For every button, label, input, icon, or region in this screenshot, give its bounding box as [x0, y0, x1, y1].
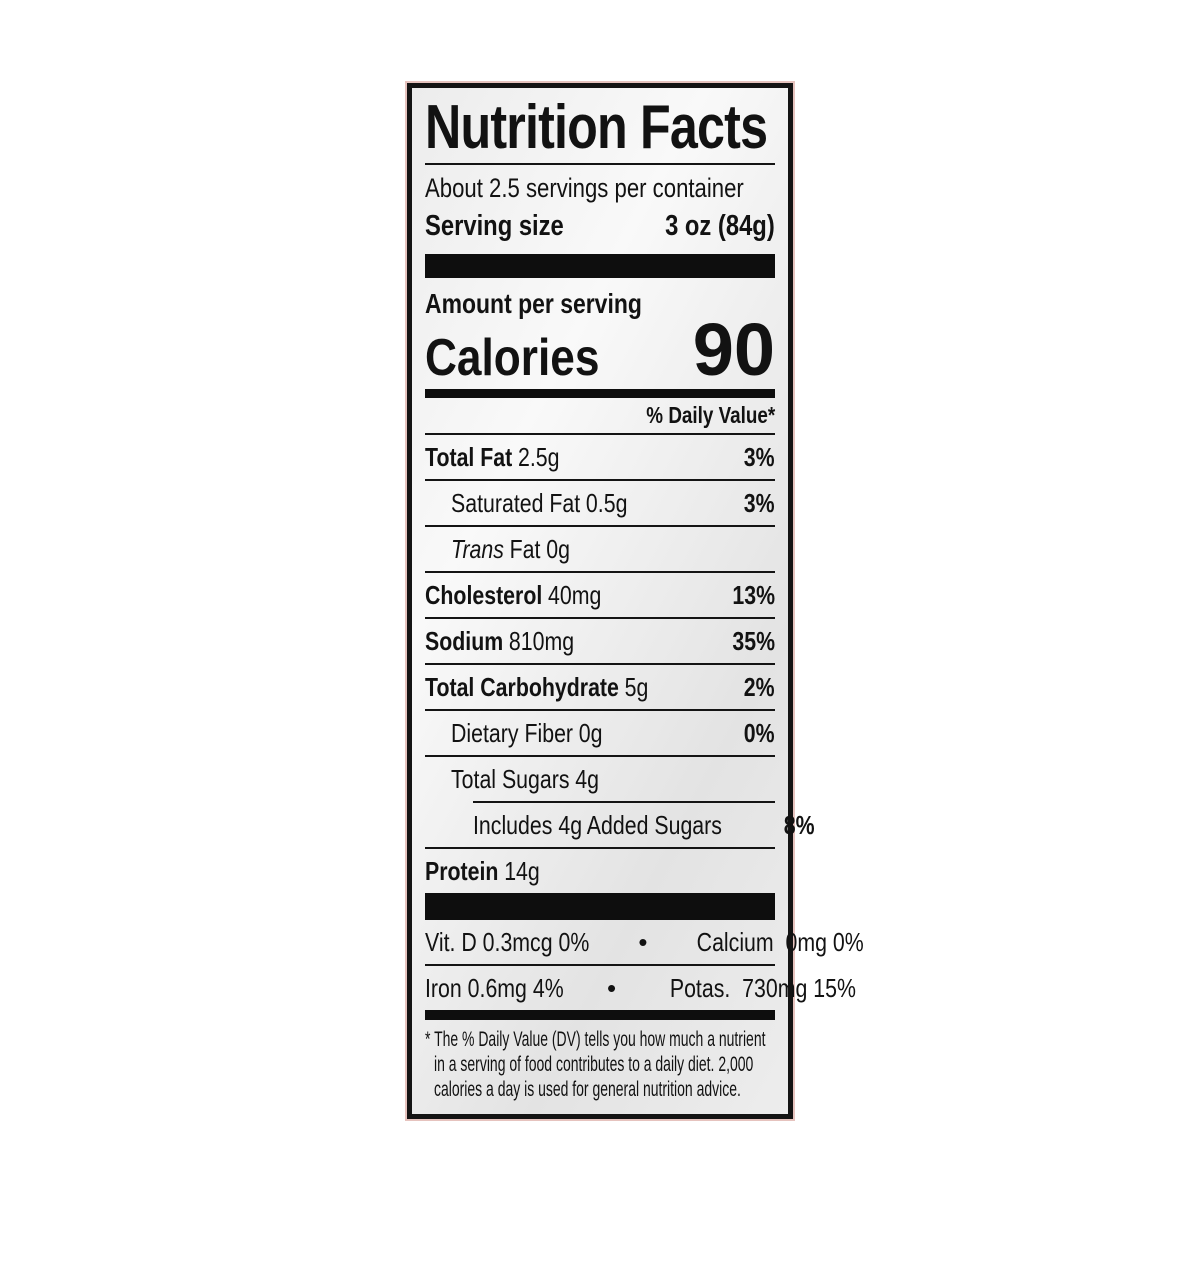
title-divider — [425, 163, 775, 165]
daily-value-footnote: * The % Daily Value (DV) tells you how m… — [425, 1027, 775, 1102]
nutrient-name: Fat — [509, 534, 541, 564]
nutrient-amount: 0.5g — [585, 488, 628, 518]
footnote-text: * The % Daily Value (DV) tells you how m… — [425, 1027, 766, 1051]
nutrient-name-amount: Saturated Fat 0.5g — [451, 488, 627, 518]
vitamin-d-text: Vit. D 0.3mcg 0% — [425, 927, 590, 957]
nutrient-row-cholesterol: Cholesterol 40mg 13% — [425, 571, 775, 617]
calories-value: 90 — [692, 308, 775, 391]
nutrient-name: Includes 4g Added Sugars — [473, 810, 722, 840]
nutrient-name-amount: Total Sugars 4g — [451, 764, 599, 794]
footnote-line-3: calories a day is used for general nutri… — [434, 1077, 775, 1102]
nutrient-name: Total Fat — [425, 442, 513, 472]
nutrient-name: Total Carbohydrate — [425, 672, 619, 702]
nutrient-name-amount: Trans Fat 0g — [451, 534, 570, 564]
divider-bar-thick-middle — [425, 893, 775, 920]
bullet-separator-icon: • — [638, 927, 648, 957]
nutrient-row-dietary-fiber: Dietary Fiber 0g 0% — [425, 709, 775, 755]
daily-value-header-text: % Daily Value* — [646, 402, 775, 428]
iron-text: Iron 0.6mg 4% — [425, 973, 564, 1003]
nutrient-row-sodium: Sodium 810mg 35% — [425, 617, 775, 663]
micronutrient-row-iron-potassium: Iron 0.6mg 4% • Potas. 730mg 15% — [425, 964, 856, 1010]
nutrient-name: Sodium — [425, 626, 504, 656]
nutrient-row-total-sugars: Total Sugars 4g — [425, 755, 775, 801]
label-title-text: Nutrition Facts — [425, 93, 768, 162]
nutrient-dv: 2% — [744, 672, 775, 702]
nutrient-name: Total Sugars — [451, 764, 570, 794]
divider-bar-thick-bottom — [425, 1010, 775, 1020]
nutrient-name-amount: Includes 4g Added Sugars — [473, 810, 722, 840]
bullet-separator-icon: • — [607, 973, 617, 1003]
nutrient-row-saturated-fat: Saturated Fat 0.5g 3% — [425, 479, 775, 525]
calories-row: Calories 90 — [425, 308, 775, 391]
nutrient-name-italic: Trans — [451, 534, 504, 564]
nutrient-amount: 5g — [624, 672, 649, 702]
nutrient-name-amount: Sodium 810mg — [425, 626, 574, 656]
potassium-text: Potas. 730mg 15% — [669, 973, 857, 1003]
footnote-text: calories a day is used for general nutri… — [434, 1077, 741, 1101]
divider-bar-medium — [425, 389, 775, 398]
nutrient-amount: 810mg — [508, 626, 575, 656]
nutrition-facts-label: Nutrition Facts About 2.5 servings per c… — [407, 83, 864, 1119]
micronutrient-right: Calcium 0mg 0% — [660, 927, 864, 957]
micronutrient-left: Vit. D 0.3mcg 0% — [425, 927, 625, 957]
calories-label: Calories — [425, 329, 600, 387]
serving-size-label: Serving size — [425, 210, 564, 242]
amount-per-serving-text: Amount per serving — [425, 288, 642, 319]
serving-size-row: Serving size 3 oz (84g) — [425, 207, 775, 254]
nutrient-dv: 3% — [744, 442, 775, 472]
nutrient-row-protein: Protein 14g — [425, 847, 775, 893]
footnote-line-1: * The % Daily Value (DV) tells you how m… — [425, 1027, 775, 1052]
servings-per-container: About 2.5 servings per container — [425, 170, 775, 207]
micronutrient-row-vitd-calcium: Vit. D 0.3mcg 0% • Calcium 0mg 0% — [425, 920, 864, 964]
nutrient-name: Cholesterol — [425, 580, 543, 610]
nutrient-row-added-sugars: Includes 4g Added Sugars 8% — [473, 801, 814, 847]
micronutrient-left: Iron 0.6mg 4% — [425, 973, 594, 1003]
micronutrient-right: Potas. 730mg 15% — [629, 973, 856, 1003]
amount-per-serving: Amount per serving — [425, 287, 775, 320]
nutrient-dv: 35% — [732, 626, 775, 656]
nutrient-row-total-carbohydrate: Total Carbohydrate 5g 2% — [425, 663, 775, 709]
nutrient-name: Protein — [425, 856, 499, 886]
calcium-text: Calcium 0mg 0% — [697, 927, 865, 957]
footnote-text: in a serving of food contributes to a da… — [434, 1052, 754, 1076]
nutrient-row-trans-fat: Trans Fat 0g — [425, 525, 775, 571]
nutrient-name: Dietary Fiber — [451, 718, 574, 748]
nutrient-name-amount: Total Fat 2.5g — [425, 442, 559, 472]
nutrient-amount: 4g — [575, 764, 599, 794]
footnote-line-2: in a serving of food contributes to a da… — [434, 1052, 775, 1077]
nutrient-name-amount: Total Carbohydrate 5g — [425, 672, 648, 702]
servings-text: About 2.5 servings per container — [425, 173, 744, 203]
serving-size-value: 3 oz (84g) — [665, 210, 775, 242]
nutrient-row-total-fat: Total Fat 2.5g 3% — [425, 433, 775, 479]
divider-bar-thick-top — [425, 254, 775, 278]
nutrient-dv: 8% — [783, 810, 815, 840]
nutrient-name-amount: Dietary Fiber 0g — [451, 718, 602, 748]
nutrient-dv: 0% — [744, 718, 775, 748]
nutrient-name-amount: Cholesterol 40mg — [425, 580, 601, 610]
nutrient-amount: 0g — [578, 718, 603, 748]
nutrient-name: Saturated Fat — [451, 488, 581, 518]
nutrient-name-amount: Protein 14g — [425, 856, 540, 886]
nutrient-amount: 0g — [546, 534, 570, 564]
nutrient-dv: 3% — [744, 488, 775, 518]
nutrient-amount: 40mg — [548, 580, 602, 610]
label-title: Nutrition Facts — [425, 94, 775, 162]
nutrient-amount: 2.5g — [517, 442, 560, 472]
nutrient-dv: 13% — [732, 580, 775, 610]
daily-value-header: % Daily Value* — [425, 398, 775, 433]
nutrient-amount: 14g — [504, 856, 540, 886]
